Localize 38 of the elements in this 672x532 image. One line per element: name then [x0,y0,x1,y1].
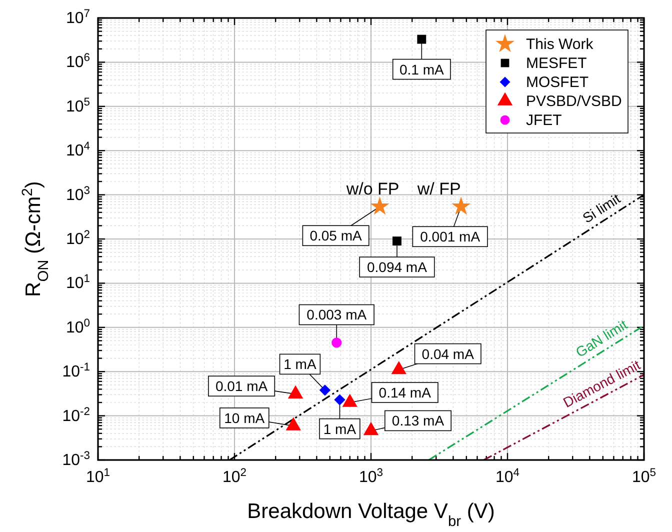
y-tick-label: 10$^{4}$ [66,140,90,160]
annotation: w/ FP [416,180,461,199]
x-tick-label: 10$^{5}$ [632,467,656,486]
annotation: 0.01 mA [215,378,268,394]
text: Si limit [580,190,624,226]
annotation: w/o FP [345,180,400,199]
y-tick-label: 10$^{7}$ [66,8,90,27]
annotation: 10 mA [224,410,266,426]
y-tick-label: 10$^{-3}$ [62,450,90,469]
y-tick-label: 10$^{-2}$ [62,406,90,425]
annotation: 0.05 mA [310,228,363,244]
annotation: 0.003 mA [306,306,368,323]
annotation: 0.14 mA [378,384,432,400]
annotation: 1 mA [323,420,357,437]
annotation: 1 mA [284,356,317,372]
x-tick-label: 10$^{3}$ [358,467,384,486]
x-tick-label: 10$^{1}$ [86,467,110,486]
x-tick-label: 10$^{4}$ [495,467,520,486]
annotation: 0.094 mA [367,259,428,276]
legend-label: JFET [526,112,562,129]
text: GaN limit [572,316,630,360]
y-tick-label: 10$^{5}$ [66,96,90,116]
y-tick-label: 10$^{6}$ [66,52,90,72]
legend-label: PVSBD/VSBD [526,93,622,110]
y-tick-label: 10$^{-1}$ [62,362,90,381]
legend-label: MESFET [526,55,587,72]
annotation: 0.001 mA [420,228,481,245]
x-axis-title: Breakdown Voltage V$_{br}$ (V) [247,500,495,530]
y-tick-label: 10$^{3}$ [66,184,90,204]
x-tick-label: 10$^{2}$ [222,467,247,486]
y-tick-label: 10$^{0}$ [66,317,90,336]
legend-label: This Work [526,36,594,53]
annotation: 0.04 mA [422,346,475,362]
y-tick-label: 10$^{2}$ [66,229,90,248]
y-tick-label: 10$^{1}$ [66,273,90,292]
annotation: 0.13 mA [392,412,445,429]
legend-label: MOSFET [526,74,588,91]
annotation: 0.1 mA [399,61,444,78]
